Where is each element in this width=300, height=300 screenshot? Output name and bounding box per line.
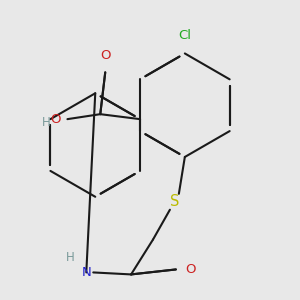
Text: N: N bbox=[81, 266, 91, 279]
Text: H: H bbox=[42, 116, 50, 129]
Text: O: O bbox=[100, 50, 110, 62]
Text: S: S bbox=[170, 194, 180, 209]
Text: Cl: Cl bbox=[178, 28, 191, 41]
Text: H: H bbox=[66, 251, 74, 265]
Text: O: O bbox=[50, 112, 60, 126]
Text: O: O bbox=[185, 263, 195, 276]
